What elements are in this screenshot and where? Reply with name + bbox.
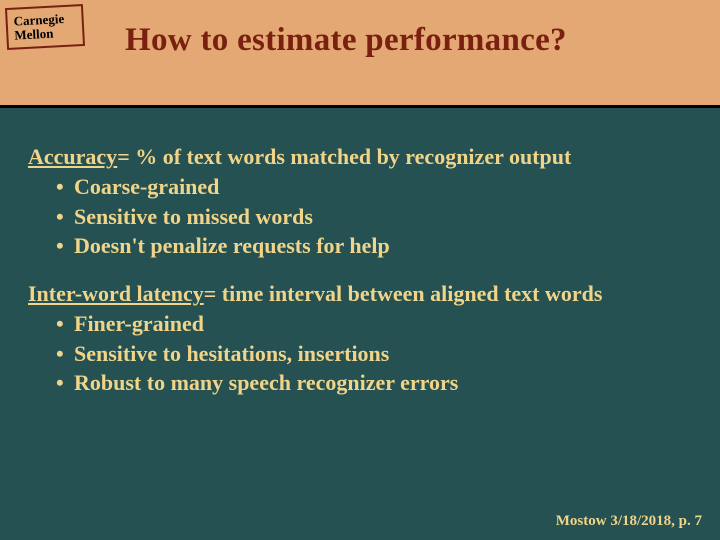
slide-header: Carnegie Mellon How to estimate performa… <box>0 0 720 108</box>
section-latency: Inter-word latency= time interval betwee… <box>28 281 692 398</box>
slide-footer: Mostow 3/18/2018, p. 7 <box>556 513 702 530</box>
bullet-item: Coarse-grained <box>74 172 692 202</box>
bullet-item: Robust to many speech recognizer errors <box>74 368 692 398</box>
bullets-accuracy: Coarse-grained Sensitive to missed words… <box>28 172 692 261</box>
definition-latency: = time interval between aligned text wor… <box>204 281 603 306</box>
slide-title: How to estimate performance? <box>125 22 567 59</box>
bullet-item: Doesn't penalize requests for help <box>74 231 692 261</box>
term-latency: Inter-word latency <box>28 281 204 306</box>
bullet-item: Sensitive to missed words <box>74 202 692 232</box>
definition-accuracy: = % of text words matched by recognizer … <box>117 144 571 169</box>
bullet-item: Finer-grained <box>74 309 692 339</box>
bullet-item: Sensitive to hesitations, insertions <box>74 339 692 369</box>
university-logo: Carnegie Mellon <box>5 4 85 50</box>
section-accuracy: Accuracy= % of text words matched by rec… <box>28 144 692 261</box>
slide-body: Accuracy= % of text words matched by rec… <box>0 108 720 398</box>
logo-line-2: Mellon <box>14 25 83 43</box>
term-accuracy: Accuracy <box>28 144 117 169</box>
bullets-latency: Finer-grained Sensitive to hesitations, … <box>28 309 692 398</box>
